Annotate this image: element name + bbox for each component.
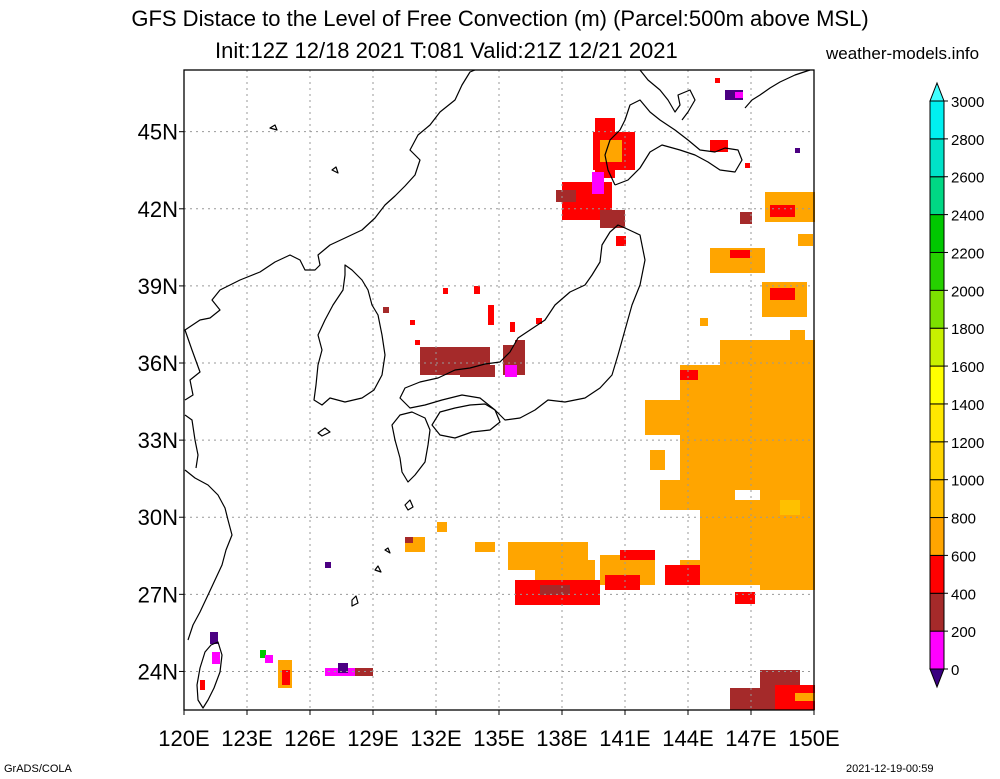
- colorbar-label: 600: [951, 548, 976, 565]
- colorbar-label: 3000: [951, 94, 984, 111]
- map-title-line2: Init:12Z 12/18 2021 T:081 Valid:21Z 12/2…: [215, 38, 678, 63]
- colorbar-swatch: [929, 138, 945, 178]
- colorbar-label: 400: [951, 586, 976, 603]
- lat-tick-label: 30N: [138, 505, 178, 530]
- lon-tick-label: 126E: [284, 726, 335, 751]
- lon-tick-label: 135E: [473, 726, 524, 751]
- lon-tick-label: 147E: [725, 726, 776, 751]
- colorbar-swatch: [929, 100, 945, 140]
- colorbar-label: 2400: [951, 208, 984, 225]
- latitude-labels: 45N 42N 39N 36N 33N 30N 27N 24N: [138, 120, 178, 685]
- colorbar-swatch: [929, 517, 945, 556]
- lfc-field-layer: [200, 78, 815, 710]
- colorbar-label: 200: [951, 624, 976, 641]
- lon-tick-label: 141E: [599, 726, 650, 751]
- lat-tick-label: 27N: [138, 582, 178, 607]
- colorbar-swatch: [929, 251, 945, 291]
- lat-tick-label: 36N: [138, 351, 178, 376]
- colorbar-swatch: [929, 554, 945, 594]
- colorbar-label: 1800: [951, 321, 984, 338]
- colorbar-label: 2000: [951, 283, 984, 300]
- lat-tick-label: 42N: [138, 197, 178, 222]
- colorbar-label: 2200: [951, 245, 984, 262]
- colorbar-swatch: [929, 289, 945, 329]
- colorbar-label: 2800: [951, 132, 984, 149]
- map-title-line1: GFS Distace to the Level of Free Convect…: [131, 6, 869, 31]
- colorbar-swatch: [929, 441, 945, 481]
- lon-tick-label: 150E: [788, 726, 839, 751]
- colorbar: 0 200 400 600 800 1000 1200 1400 1600 1800 2000 220…: [929, 81, 984, 689]
- lon-tick-label: 138E: [536, 726, 587, 751]
- colorbar-high-arrow: [929, 81, 945, 102]
- longitude-labels: 120E 123E 126E 129E 132E 135E 138E 141E 144E 147E…: [158, 131, 840, 751]
- colorbar-swatch: [929, 176, 945, 216]
- colorbar-label: 1200: [951, 435, 984, 452]
- colorbar-label: 800: [951, 511, 976, 528]
- lat-tick-label: 45N: [138, 120, 178, 145]
- colorbar-label: 1600: [951, 359, 984, 376]
- lat-tick-label: 24N: [138, 659, 178, 684]
- colorbar-swatch: [929, 403, 945, 443]
- lon-tick-label: 144E: [662, 726, 713, 751]
- coastlines: [184, 69, 811, 709]
- colorbar-label: 1400: [951, 397, 984, 414]
- colorbar-swatch: [929, 592, 945, 632]
- lon-tick-label: 123E: [221, 726, 272, 751]
- lat-tick-label: 33N: [138, 428, 178, 453]
- lon-tick-label: 132E: [410, 726, 461, 751]
- colorbar-swatch: [929, 365, 945, 405]
- colorbar-label: 1000: [951, 473, 984, 490]
- footer-credit: GrADS/COLA: [4, 763, 72, 775]
- colorbar-swatch: [929, 479, 945, 519]
- colorbar-swatch: [929, 214, 945, 253]
- lon-tick-label: 129E: [347, 726, 398, 751]
- colorbar-label: 2600: [951, 170, 984, 187]
- colorbar-swatch: [929, 630, 945, 670]
- colorbar-swatch: [929, 327, 945, 367]
- site-label: weather-models.info: [826, 44, 980, 63]
- lon-tick-label: 120E: [158, 726, 209, 751]
- lat-tick-label: 39N: [138, 274, 178, 299]
- footer-timestamp: 2021-12-19-00:59: [846, 763, 934, 775]
- colorbar-label: 0: [951, 662, 959, 679]
- colorbar-low-arrow: [929, 668, 945, 689]
